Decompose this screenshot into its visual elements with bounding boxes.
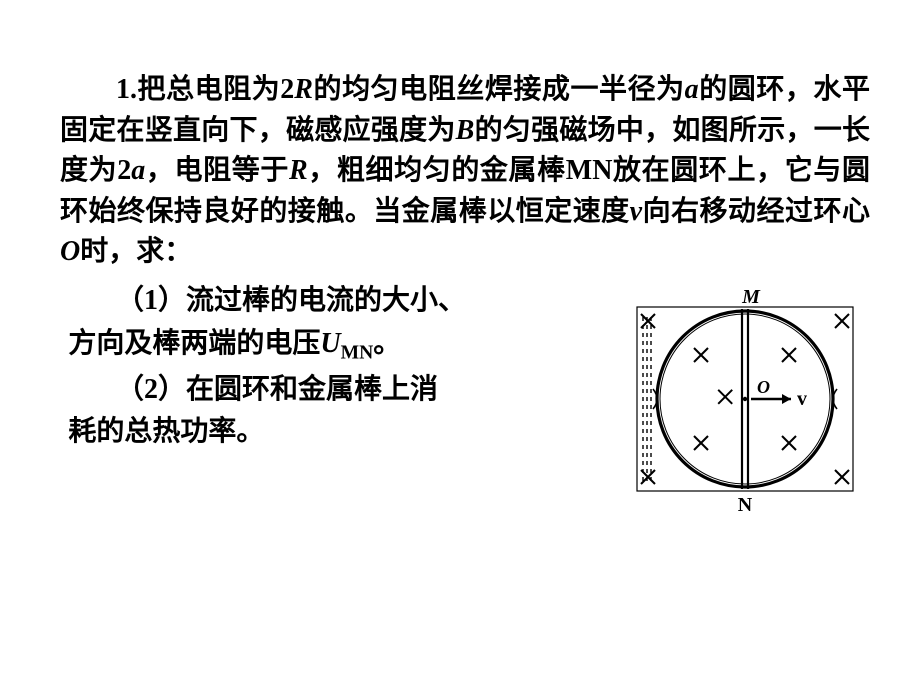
svg-text:O: O [757,377,770,397]
problem-content: 1.把总电阻为2R的均匀电阻丝焊接成一半径为a的圆环，水平固定在竖直向下，磁感应… [0,0,920,524]
q1-sub: MN [341,342,374,363]
var-a: a [685,74,699,105]
q1-line2: 方向及棒两端的电压UMN。 [60,324,600,368]
txt-p8: 时，求： [80,236,192,267]
var-R2: R [289,155,308,186]
sub-questions: （1）流过棒的电流的大小、 方向及棒两端的电压UMN。 （2）在圆环和金属棒上消… [60,279,610,524]
var-O: O [60,236,80,267]
physics-diagram: M N Ov [610,279,870,524]
txt-p5: ，电阻等于 [145,155,289,186]
q1-l2c: 。 [373,328,401,359]
q2-line1: （2）在圆环和金属棒上消 [60,370,600,411]
var-v: v [630,196,642,227]
diagram-container: M N Ov [610,279,870,524]
main-paragraph: 1.把总电阻为2R的均匀电阻丝焊接成一半径为a的圆环，水平固定在竖直向下，磁感应… [60,70,870,273]
q2-line2: 耗的总热功率。 [60,412,600,453]
svg-text:v: v [797,388,807,410]
svg-text:M: M [741,286,761,308]
q1-l2a: 方向及棒两端的电压 [68,328,320,359]
q1-line1: （1）流过棒的电流的大小、 [60,281,600,322]
txt-p1: 1.把总电阻为2 [116,74,294,105]
bottom-row: （1）流过棒的电流的大小、 方向及棒两端的电压UMN。 （2）在圆环和金属棒上消… [60,279,870,524]
txt-p2: 的均匀电阻丝焊接成一半径为 [313,74,685,105]
q1-U: U [320,328,340,359]
var-B: B [456,115,475,146]
svg-text:N: N [738,494,753,516]
var-R: R [294,74,313,105]
txt-p7: 向右移动经过环心 [642,196,870,227]
var-a2: a [131,155,145,186]
